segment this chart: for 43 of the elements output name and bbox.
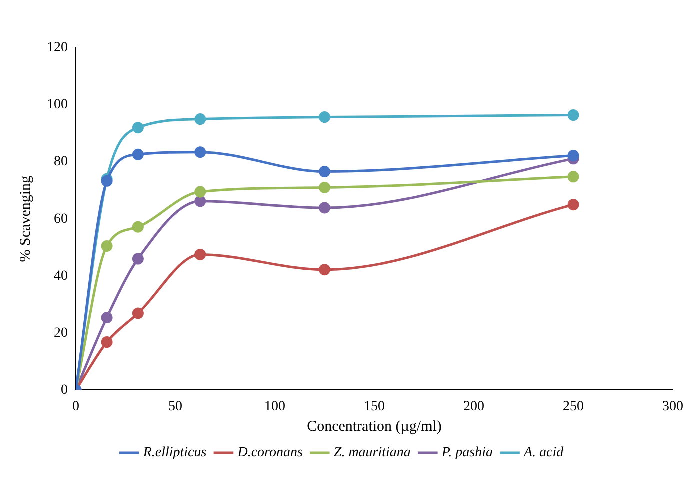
point [194,146,206,158]
x-tick-label: 200 [464,399,484,414]
legend-label: Z. mauritiana [334,446,411,461]
x-tick-label: 50 [168,399,182,414]
x-tick-label: 250 [563,399,584,414]
legend-label: P. pashia [440,446,494,461]
point [568,171,580,183]
x-tick-label: 150 [364,399,385,414]
point [101,312,113,324]
y-tick-label: 0 [61,382,68,398]
point [319,166,330,178]
point [319,202,330,214]
y-tick-label: 100 [47,98,68,113]
point [194,196,206,208]
x-tick-label: 0 [72,399,80,414]
y-tick-label: 60 [54,212,68,227]
y-tick-label: 20 [54,326,68,341]
point [568,110,580,122]
point [568,150,580,162]
x-tick-label: 100 [264,399,286,414]
legend-label: A. acid [523,446,565,461]
y-tick-label: 80 [54,154,68,170]
point [101,240,113,252]
y-axis-title: % Scavenging [18,175,34,262]
point [132,308,144,320]
y-tick-label: 120 [47,40,68,56]
point [132,253,144,265]
y-tick-label: 40 [54,268,68,284]
point [101,336,113,348]
legend-label: R.ellipticus [142,446,208,461]
point [132,221,144,233]
point [568,199,580,211]
point [132,122,144,134]
point [194,186,206,198]
x-tick-label: 300 [662,399,684,414]
point [319,182,330,194]
point [194,248,206,260]
x-axis-title: Concentration (µg/ml) [307,418,442,435]
point [319,112,330,124]
legend-label: D.coronans [236,446,304,461]
point [132,148,144,160]
point [319,264,330,276]
point [194,114,206,126]
